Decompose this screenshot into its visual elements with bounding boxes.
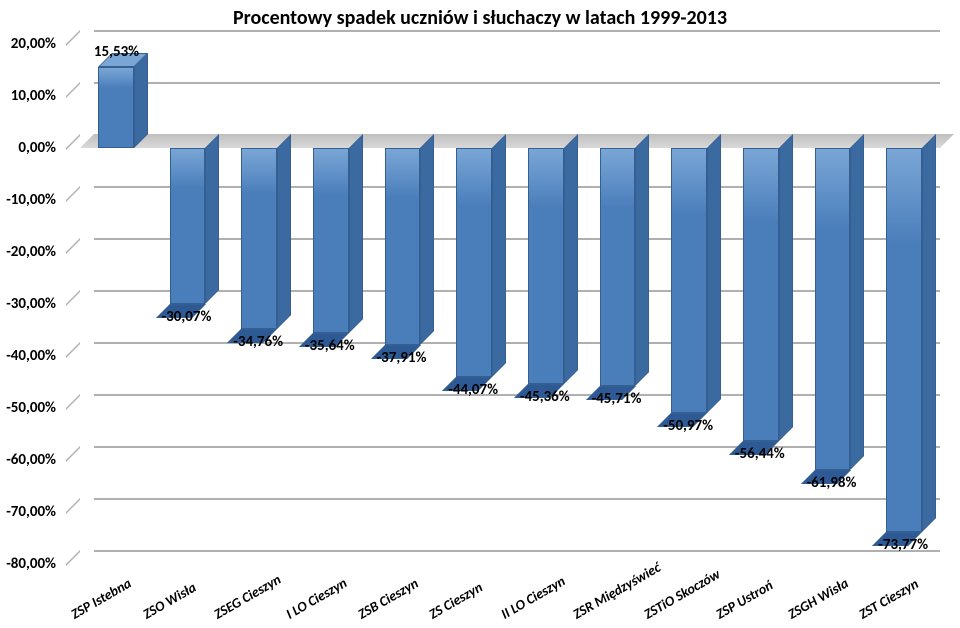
bar bbox=[170, 148, 206, 304]
bar bbox=[671, 148, 707, 413]
x-tick-label: ZS Cieszyn bbox=[426, 579, 486, 623]
value-label: -44,07% bbox=[448, 381, 498, 399]
bar-side-face bbox=[779, 134, 793, 441]
y-tick-label: -80,00% bbox=[0, 555, 56, 573]
bar-side-face bbox=[134, 53, 148, 148]
gridline-depth bbox=[66, 30, 80, 58]
y-tick-label: -10,00% bbox=[0, 191, 56, 209]
y-tick-label: -30,00% bbox=[0, 295, 56, 313]
bar-front-face bbox=[600, 148, 636, 386]
y-tick-label: -70,00% bbox=[0, 503, 56, 521]
bar bbox=[98, 67, 134, 148]
gridline-depth bbox=[66, 186, 80, 214]
gridline-depth bbox=[66, 342, 80, 370]
bar-front-face bbox=[98, 67, 134, 148]
value-label: -45,71% bbox=[592, 390, 642, 408]
bar-front-face bbox=[815, 148, 851, 470]
bar bbox=[456, 148, 492, 377]
bar bbox=[241, 148, 277, 329]
y-tick-label: -40,00% bbox=[0, 347, 56, 365]
value-label: -34,76% bbox=[233, 333, 283, 351]
value-label: -37,91% bbox=[377, 349, 427, 367]
bar-front-face bbox=[528, 148, 564, 384]
value-label: -73,77% bbox=[878, 536, 928, 554]
bar-front-face bbox=[886, 148, 922, 532]
gridline-depth bbox=[66, 394, 80, 422]
x-tick-label: ZSB Cieszyn bbox=[355, 575, 421, 623]
x-tick-label: ZSEG Cieszyn bbox=[211, 571, 284, 623]
bar bbox=[528, 148, 564, 384]
bar-chart: Procentowy spadek uczniów i słuchaczy w … bbox=[0, 0, 960, 628]
y-tick-label: -60,00% bbox=[0, 451, 56, 469]
bar-front-face bbox=[313, 148, 349, 333]
x-tick-label: ZSP Ustroń bbox=[713, 577, 776, 623]
gridline-depth bbox=[66, 290, 80, 318]
gridline-depth bbox=[66, 446, 80, 474]
gridline bbox=[94, 30, 940, 32]
bar-side-face bbox=[564, 134, 578, 384]
y-tick-label: -20,00% bbox=[0, 243, 56, 261]
bar bbox=[886, 148, 922, 532]
x-tick-label: ZSP Istebna bbox=[68, 575, 134, 623]
gridline-depth bbox=[66, 238, 80, 266]
gridline-depth bbox=[66, 498, 80, 526]
y-tick-label: 10,00% bbox=[0, 87, 56, 105]
bar-side-face bbox=[707, 134, 721, 413]
bar-side-face bbox=[635, 134, 649, 386]
x-tick-label: II LO Cieszyn bbox=[498, 572, 568, 622]
gridline-depth bbox=[66, 134, 80, 162]
bar-side-face bbox=[492, 134, 506, 377]
y-tick-label: 20,00% bbox=[0, 35, 56, 53]
y-tick-label: -50,00% bbox=[0, 399, 56, 417]
bar-front-face bbox=[241, 148, 277, 329]
bar-front-face bbox=[743, 148, 779, 441]
bar-front-face bbox=[385, 148, 421, 345]
x-tick-label: I LO Cieszyn bbox=[283, 574, 350, 622]
bar bbox=[815, 148, 851, 470]
gridline-depth bbox=[66, 82, 80, 110]
bar bbox=[313, 148, 349, 333]
bar-side-face bbox=[205, 134, 219, 304]
x-tick-label: ZSGH Wisła bbox=[785, 575, 851, 623]
y-tick-label: 0,00% bbox=[0, 139, 56, 157]
bar-side-face bbox=[420, 134, 434, 345]
value-label: -61,98% bbox=[807, 474, 857, 492]
bar-front-face bbox=[671, 148, 707, 413]
bar-side-face bbox=[922, 134, 936, 532]
value-label: -30,07% bbox=[162, 308, 212, 326]
bar bbox=[600, 148, 636, 386]
value-label: -56,44% bbox=[735, 445, 785, 463]
bar-front-face bbox=[456, 148, 492, 377]
chart-title: Procentowy spadek uczniów i słuchaczy w … bbox=[0, 6, 960, 30]
bar-side-face bbox=[349, 134, 363, 333]
plot-area: 20,00%10,00%0,00%-10,00%-20,00%-30,00%-4… bbox=[80, 44, 940, 564]
value-label: -45,36% bbox=[520, 388, 570, 406]
x-tick-label: ZST Cieszyn bbox=[856, 575, 921, 623]
bar-side-face bbox=[277, 134, 291, 329]
value-label: -35,64% bbox=[305, 337, 355, 355]
gridline-depth bbox=[66, 550, 80, 578]
bar-side-face bbox=[850, 134, 864, 470]
bar bbox=[743, 148, 779, 441]
value-label: 15,53% bbox=[94, 43, 139, 61]
bar bbox=[385, 148, 421, 345]
x-tick-label: ZSO Wisła bbox=[140, 579, 199, 623]
value-label: -50,97% bbox=[663, 417, 713, 435]
bar-front-face bbox=[170, 148, 206, 304]
